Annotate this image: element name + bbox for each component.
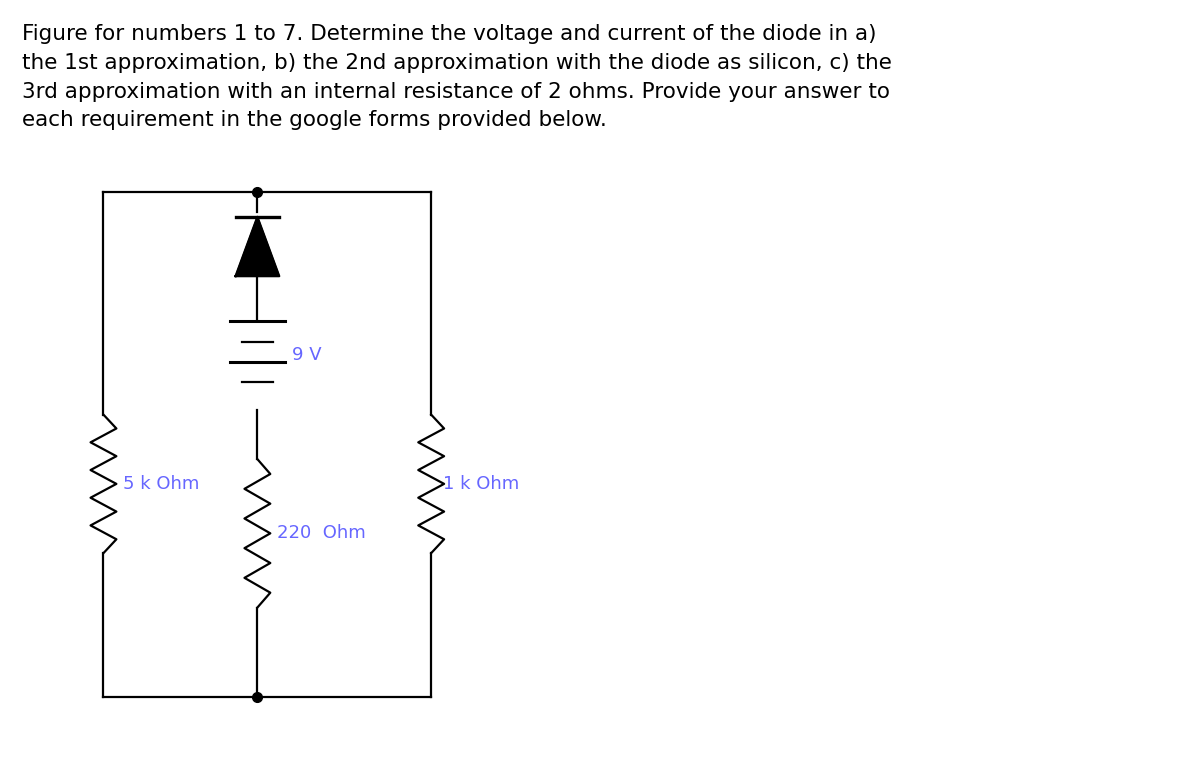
Text: 9 V: 9 V (292, 347, 322, 364)
Text: Figure for numbers 1 to 7. Determine the voltage and current of the diode in a)
: Figure for numbers 1 to 7. Determine the… (22, 24, 892, 130)
Polygon shape (235, 216, 280, 276)
Text: 220  Ohm: 220 Ohm (277, 524, 366, 542)
Text: 5 k Ohm: 5 k Ohm (124, 475, 199, 493)
Text: 1 k Ohm: 1 k Ohm (443, 475, 520, 493)
